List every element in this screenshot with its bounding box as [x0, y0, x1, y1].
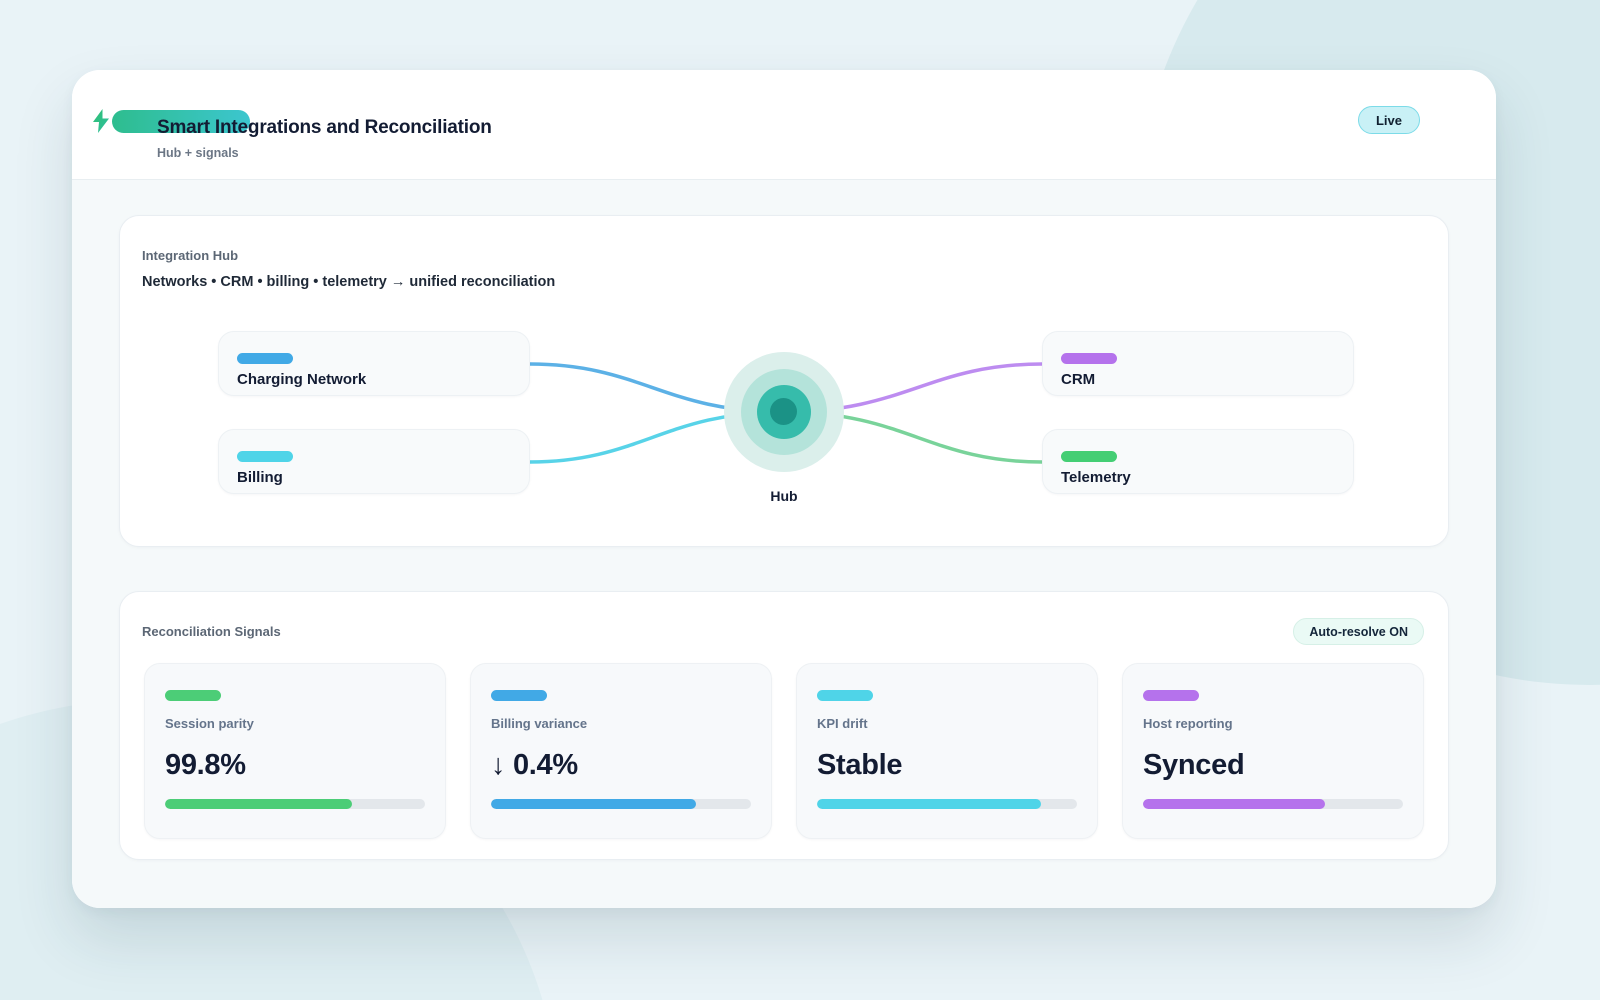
page-subtitle: Hub + signals	[157, 146, 239, 160]
node-label: Telemetry	[1061, 469, 1131, 486]
dashboard-card: Smart Integrations and Reconciliation Hu…	[72, 70, 1496, 908]
node-color-pill	[237, 451, 293, 462]
node-color-pill	[1061, 451, 1117, 462]
metric-value: 99.8%	[165, 749, 246, 781]
metric-color-pill	[1143, 690, 1199, 701]
reconciliation-signals-panel: Reconciliation Signals Auto-resolve ON S…	[119, 591, 1449, 860]
metric-color-pill	[491, 690, 547, 701]
metric-progress-fill	[817, 799, 1041, 809]
node-card-telemetry[interactable]: Telemetry	[1042, 429, 1354, 494]
signals-label: Reconciliation Signals	[142, 624, 281, 639]
metric-progress-fill	[165, 799, 353, 809]
metric-card-host-reporting[interactable]: Host reporting Synced	[1122, 663, 1424, 839]
hub-node[interactable]	[724, 352, 844, 472]
metric-label: Host reporting	[1143, 716, 1233, 731]
metric-color-pill	[165, 690, 221, 701]
lightning-bolt-icon	[93, 109, 109, 133]
integration-hub-panel: Integration Hub Networks • CRM • billing…	[119, 215, 1449, 547]
metric-progress-fill	[491, 799, 697, 809]
integration-hub-label: Integration Hub	[142, 248, 239, 263]
metric-grid: Session parity 99.8% Billing variance ↓ …	[120, 645, 1448, 839]
hub-core-dot	[770, 398, 797, 425]
integration-hub-headline: Networks • CRM • billing • telemetry → u…	[142, 274, 556, 290]
live-status-badge[interactable]: Live	[1357, 106, 1420, 134]
node-label: CRM	[1061, 371, 1096, 388]
node-card-charging-network[interactable]: Charging Network	[218, 331, 530, 396]
page-title: Smart Integrations and Reconciliation	[157, 117, 492, 138]
metric-card-session-parity[interactable]: Session parity 99.8%	[144, 663, 446, 839]
dashboard-body: Integration Hub Networks • CRM • billing…	[72, 180, 1496, 908]
node-card-billing[interactable]: Billing	[218, 429, 530, 494]
metric-card-kpi-drift[interactable]: KPI drift Stable	[796, 663, 1098, 839]
metric-progress-fill	[1143, 799, 1325, 809]
node-label: Charging Network	[237, 371, 367, 388]
metric-progress-track	[1143, 799, 1403, 809]
node-color-pill	[237, 353, 293, 364]
signals-header: Reconciliation Signals Auto-resolve ON	[120, 592, 1448, 645]
node-card-crm[interactable]: CRM	[1042, 331, 1354, 396]
auto-resolve-badge[interactable]: Auto-resolve ON	[1293, 618, 1424, 645]
metric-label: Billing variance	[491, 716, 588, 731]
title-accent-pill	[112, 110, 250, 133]
metric-value: Stable	[817, 749, 903, 781]
metric-color-pill	[817, 690, 873, 701]
metric-label: Session parity	[165, 716, 254, 731]
metric-value: ↓ 0.4%	[491, 749, 578, 781]
metric-card-billing-variance[interactable]: Billing variance ↓ 0.4%	[470, 663, 772, 839]
metric-progress-track	[817, 799, 1077, 809]
node-label: Billing	[237, 469, 283, 486]
hub-node-label: Hub	[770, 488, 798, 504]
metric-value: Synced	[1143, 749, 1245, 781]
node-color-pill	[1061, 353, 1117, 364]
header: Smart Integrations and Reconciliation Hu…	[72, 70, 1496, 180]
metric-label: KPI drift	[817, 716, 868, 731]
metric-progress-track	[491, 799, 751, 809]
metric-progress-track	[165, 799, 425, 809]
